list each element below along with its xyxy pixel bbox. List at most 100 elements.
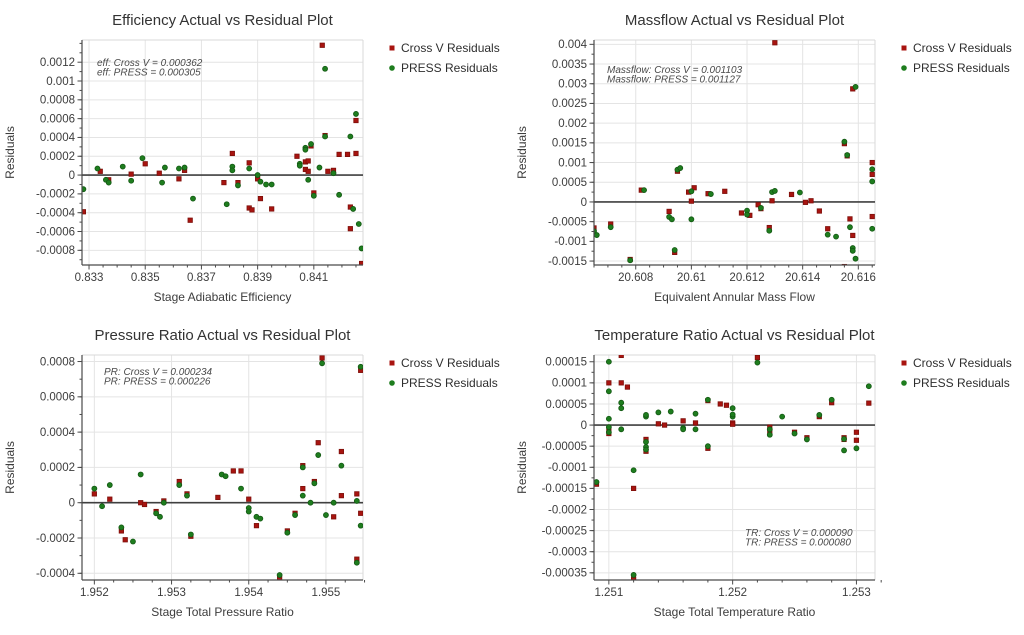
data-point-cross-v [850, 232, 856, 239]
legend: Cross V Residuals PRESS Residuals [389, 41, 500, 75]
data-point-press [605, 429, 612, 436]
y-tick-label: -0.0008 [36, 245, 75, 257]
data-point-press [176, 482, 183, 488]
data-point-press [311, 480, 318, 487]
data-point-cross-v [869, 171, 875, 177]
y-tick-label: 0.0025 [552, 98, 587, 110]
data-point-press [330, 170, 337, 177]
press-residuals-series [594, 358, 872, 578]
y-tick-label: -0.001 [554, 236, 587, 248]
data-point-press [853, 445, 860, 452]
data-point-cross-v [300, 485, 306, 492]
data-point-press [704, 443, 711, 450]
data-point-cross-v [156, 170, 162, 176]
data-point-press [336, 191, 343, 198]
fit-statistics-annotation: PR: PRESS = 0.000226 [104, 377, 211, 388]
legend-press-marker [389, 380, 395, 386]
x-tick-label: 1.954 [234, 587, 263, 599]
data-point-press [841, 138, 848, 145]
data-point-cross-v [128, 171, 134, 177]
data-point-press [160, 499, 167, 506]
legend-label: Cross V Residuals [401, 41, 500, 55]
y-tick-label: -0.0001 [548, 462, 587, 474]
pressure-ratio-residual-plot: 1.952 1.953 1.954 1.955 0.0008 0.0006 0.0004 0.… [0, 315, 512, 630]
data-point-cross-v [142, 161, 148, 167]
data-point-press [139, 155, 146, 162]
data-point-cross-v [358, 510, 363, 516]
data-point-press [869, 178, 875, 185]
data-point-cross-v [319, 355, 325, 361]
y-tick-label: -0.0006 [36, 226, 75, 238]
data-point-press [804, 436, 810, 443]
data-point-press [302, 146, 309, 153]
data-point-press [94, 165, 101, 172]
y-tick-label: 0.00005 [545, 399, 587, 411]
data-point-press [744, 211, 750, 218]
y-axis-title: Residuals [3, 441, 17, 494]
data-point-cross-v [853, 429, 860, 435]
data-point-press [692, 426, 699, 433]
plot-title: Temperature Ratio Actual vs Residual Plo… [594, 327, 875, 344]
data-point-press [299, 492, 306, 499]
data-point-press [869, 166, 875, 173]
plot-title: Pressure Ratio Actual vs Residual Plot [95, 327, 352, 344]
legend: Cross V Residuals PRESS Residuals [389, 356, 500, 390]
data-point-cross-v [655, 421, 661, 427]
legend-cross-v-marker [389, 360, 395, 366]
data-point-cross-v [338, 448, 344, 455]
x-tick-label: 20.61 [677, 272, 706, 284]
y-tick-label: -0.0015 [548, 256, 587, 268]
data-point-cross-v [354, 491, 360, 497]
data-point-press [355, 221, 362, 227]
data-point-cross-v [325, 168, 331, 174]
data-point-press [729, 405, 736, 412]
y-tick-label: 0.0004 [40, 132, 76, 144]
data-point-press [607, 224, 614, 231]
data-point-press [190, 195, 196, 202]
data-point-press [729, 411, 736, 418]
data-point-press [257, 178, 264, 185]
efficiency-residual-chart: 0.833 0.835 0.837 0.839 0.841 0.0012 0.001 0.00… [3, 12, 500, 304]
y-tick-label: 0.0002 [40, 151, 75, 163]
data-point-press [605, 388, 612, 395]
x-tick-label: 0.833 [75, 272, 104, 284]
data-point-press [844, 152, 851, 158]
data-point-cross-v [257, 195, 264, 202]
data-point-press [187, 531, 194, 538]
data-point-press [181, 164, 188, 171]
data-point-press [105, 179, 112, 186]
data-point-press [618, 399, 625, 406]
data-point-cross-v [618, 355, 624, 359]
legend-label: PRESS Residuals [401, 376, 498, 390]
data-point-press [655, 409, 662, 416]
data-point-press [692, 410, 699, 417]
press-residuals-series [594, 83, 875, 264]
data-point-cross-v [624, 384, 631, 390]
data-point-cross-v [866, 400, 872, 406]
data-point-cross-v [294, 153, 300, 159]
data-point-press [618, 426, 625, 433]
legend-press-marker [389, 65, 395, 71]
data-point-cross-v [808, 198, 814, 204]
x-tick-label: 1.952 [80, 587, 109, 599]
data-point-press [869, 225, 875, 232]
data-point-press [643, 446, 649, 453]
data-point-press [643, 412, 649, 418]
data-point-press [99, 503, 105, 510]
data-point-cross-v [730, 421, 736, 427]
data-points-layer [91, 355, 363, 580]
data-point-cross-v [141, 501, 148, 508]
data-point-press [305, 176, 312, 183]
press-residuals-series [91, 360, 363, 578]
legend-cross-v-marker [901, 45, 907, 51]
data-point-cross-v [305, 158, 311, 164]
data-point-cross-v [358, 260, 363, 265]
y-axis-title: Residuals [3, 126, 17, 179]
data-point-press [322, 65, 328, 72]
data-point-press [118, 524, 125, 531]
data-point-press [322, 133, 328, 140]
data-point-press [292, 512, 298, 518]
data-point-cross-v [331, 514, 337, 520]
fit-statistics-annotation: eff: Cross V = 0.000362 [97, 58, 203, 69]
data-point-press [357, 522, 363, 529]
